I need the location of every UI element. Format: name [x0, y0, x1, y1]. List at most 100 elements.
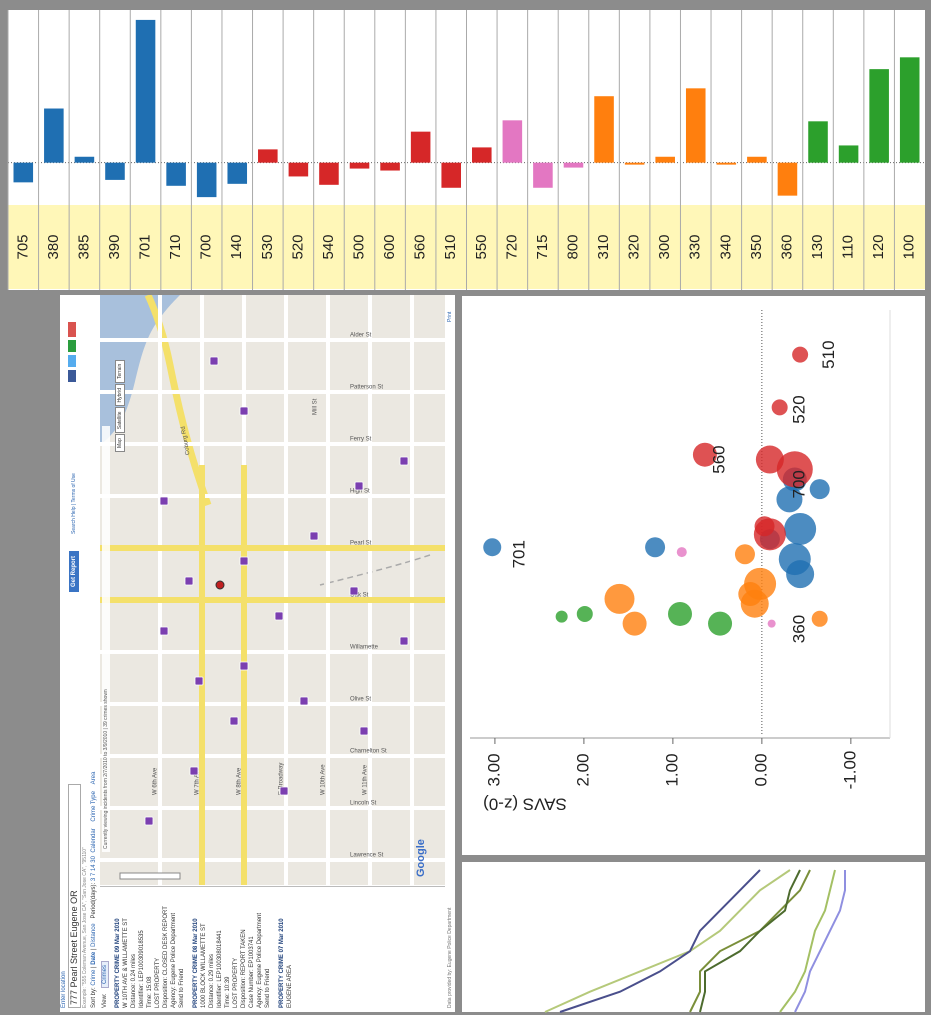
bar [533, 162, 553, 188]
get-report-button[interactable]: Get Report [69, 550, 79, 592]
line-series [544, 869, 791, 1013]
bar [288, 162, 309, 177]
sort-option[interactable]: Date [91, 951, 97, 965]
incident-detail: Identifier: LEP100309018535 [139, 930, 145, 1008]
street-label: W 10th Ave [321, 764, 327, 795]
x-tick-label: 310 [595, 234, 612, 259]
x-tick-label: 530 [259, 234, 276, 259]
line-series [689, 869, 811, 1013]
bar [135, 19, 156, 163]
x-tick-label: 705 [14, 234, 31, 259]
crimes-tab[interactable]: Crimes [101, 961, 109, 988]
label-cell [435, 205, 467, 289]
bar [472, 147, 492, 163]
map-type-button[interactable]: Hybrid [115, 384, 125, 407]
crime-icon [349, 586, 359, 596]
bubble [792, 346, 809, 363]
street-label: Lawrence St [350, 853, 384, 859]
map-type-button[interactable]: Map [115, 434, 125, 452]
street-label: Coburg Rd [181, 426, 192, 456]
bubble [786, 560, 815, 589]
sort-option[interactable]: Crime [91, 969, 97, 986]
x-tick-label: 110 [840, 235, 857, 259]
bar [655, 156, 675, 163]
sort-option[interactable]: Distance [91, 923, 97, 947]
x-tick-label: 390 [106, 234, 123, 259]
label-cell [38, 205, 70, 289]
incident-title[interactable]: PROPERTY CRIME 07 Mar 2010 [279, 918, 285, 1008]
social-icons[interactable] [68, 322, 76, 382]
map-type-button[interactable]: Terrain [115, 359, 125, 384]
crime-icon [354, 481, 364, 491]
print-link[interactable]: Print [447, 311, 453, 322]
crime-icon [194, 676, 204, 686]
incident-detail: Time: 15:08 [147, 976, 153, 1008]
bar [105, 162, 125, 180]
bubble [483, 538, 502, 557]
bubble [676, 547, 687, 558]
street-label: W 6th Ave [153, 767, 159, 795]
annotation: 360 [790, 615, 809, 643]
label-cell [130, 205, 161, 289]
bubble [708, 611, 733, 636]
label-cell [588, 205, 620, 289]
search-help[interactable]: Search Help | Terms of Use [71, 473, 77, 534]
x-tick-label: 100 [901, 234, 918, 259]
crime-icon [399, 456, 409, 466]
location-input[interactable]: 777 Pearl Street Eugene OR [68, 784, 81, 1008]
crime-type-link[interactable]: Crime Type [91, 791, 97, 822]
period-label: Period(days): [91, 882, 97, 919]
period-option[interactable]: 30 [91, 856, 97, 863]
bubble [784, 512, 817, 545]
label-cell [252, 205, 284, 289]
filter-bar: Sort by: Crime | Date | Distance Period(… [91, 771, 97, 1008]
crime-icon [229, 716, 239, 726]
y-tick-label: 2.00 [573, 753, 592, 786]
crime-icon [399, 636, 409, 646]
x-tick-label: 120 [870, 234, 887, 259]
bubble [776, 486, 803, 513]
crime-icon [159, 626, 169, 636]
street-label: E Broadway [279, 763, 285, 795]
label-cell [191, 205, 222, 289]
scatter-panel [462, 296, 925, 855]
street-label: Alder St [350, 333, 372, 339]
label-cell [405, 205, 436, 289]
line-series [559, 869, 761, 1013]
bubble [738, 582, 763, 607]
incident-title[interactable]: PROPERTY CRIME 09 Mar 2010 [115, 918, 121, 1008]
label-cell [466, 205, 498, 289]
x-tick-label: 520 [289, 234, 306, 259]
period-option[interactable]: 3 [91, 877, 97, 882]
line-series [794, 870, 846, 1013]
incident-detail: Agency: Eugene Police Department [171, 912, 177, 1008]
crime-icon [189, 766, 199, 776]
incident-detail: EUGENE AREA [287, 964, 293, 1008]
crime-icon [309, 531, 319, 541]
map-type-button[interactable]: Satellite [115, 407, 125, 434]
incident-title[interactable]: PROPERTY CRIME 08 Mar 2010 [193, 918, 199, 1008]
crime-icon [359, 726, 369, 736]
incident-detail: 1000 BLOCK WILLAMETTE ST [201, 923, 207, 1008]
x-tick-label: 130 [809, 234, 826, 259]
period-option[interactable]: 14 [91, 864, 97, 872]
area-link[interactable]: Area [91, 771, 97, 785]
bar [899, 57, 920, 163]
incident-detail: Disposition: REPORT TAKEN [241, 929, 247, 1008]
label-cell [558, 205, 589, 289]
calendar-link[interactable]: Calendar [91, 828, 97, 853]
crime-icon [239, 661, 249, 671]
y-axis-label: SAVS (z-0) [483, 795, 567, 814]
label-cell [160, 205, 192, 289]
x-tick-label: 385 [75, 234, 92, 259]
x-tick-label: 560 [412, 234, 429, 259]
crime-icon [159, 496, 169, 506]
crime-icon [279, 786, 289, 796]
bar [166, 162, 186, 186]
bar [44, 108, 64, 163]
street-label: High St [350, 489, 370, 495]
x-tick-label: 340 [717, 234, 734, 259]
period-option[interactable]: 7 [91, 872, 97, 877]
incident-detail: LOST PROPERTY [233, 957, 239, 1008]
